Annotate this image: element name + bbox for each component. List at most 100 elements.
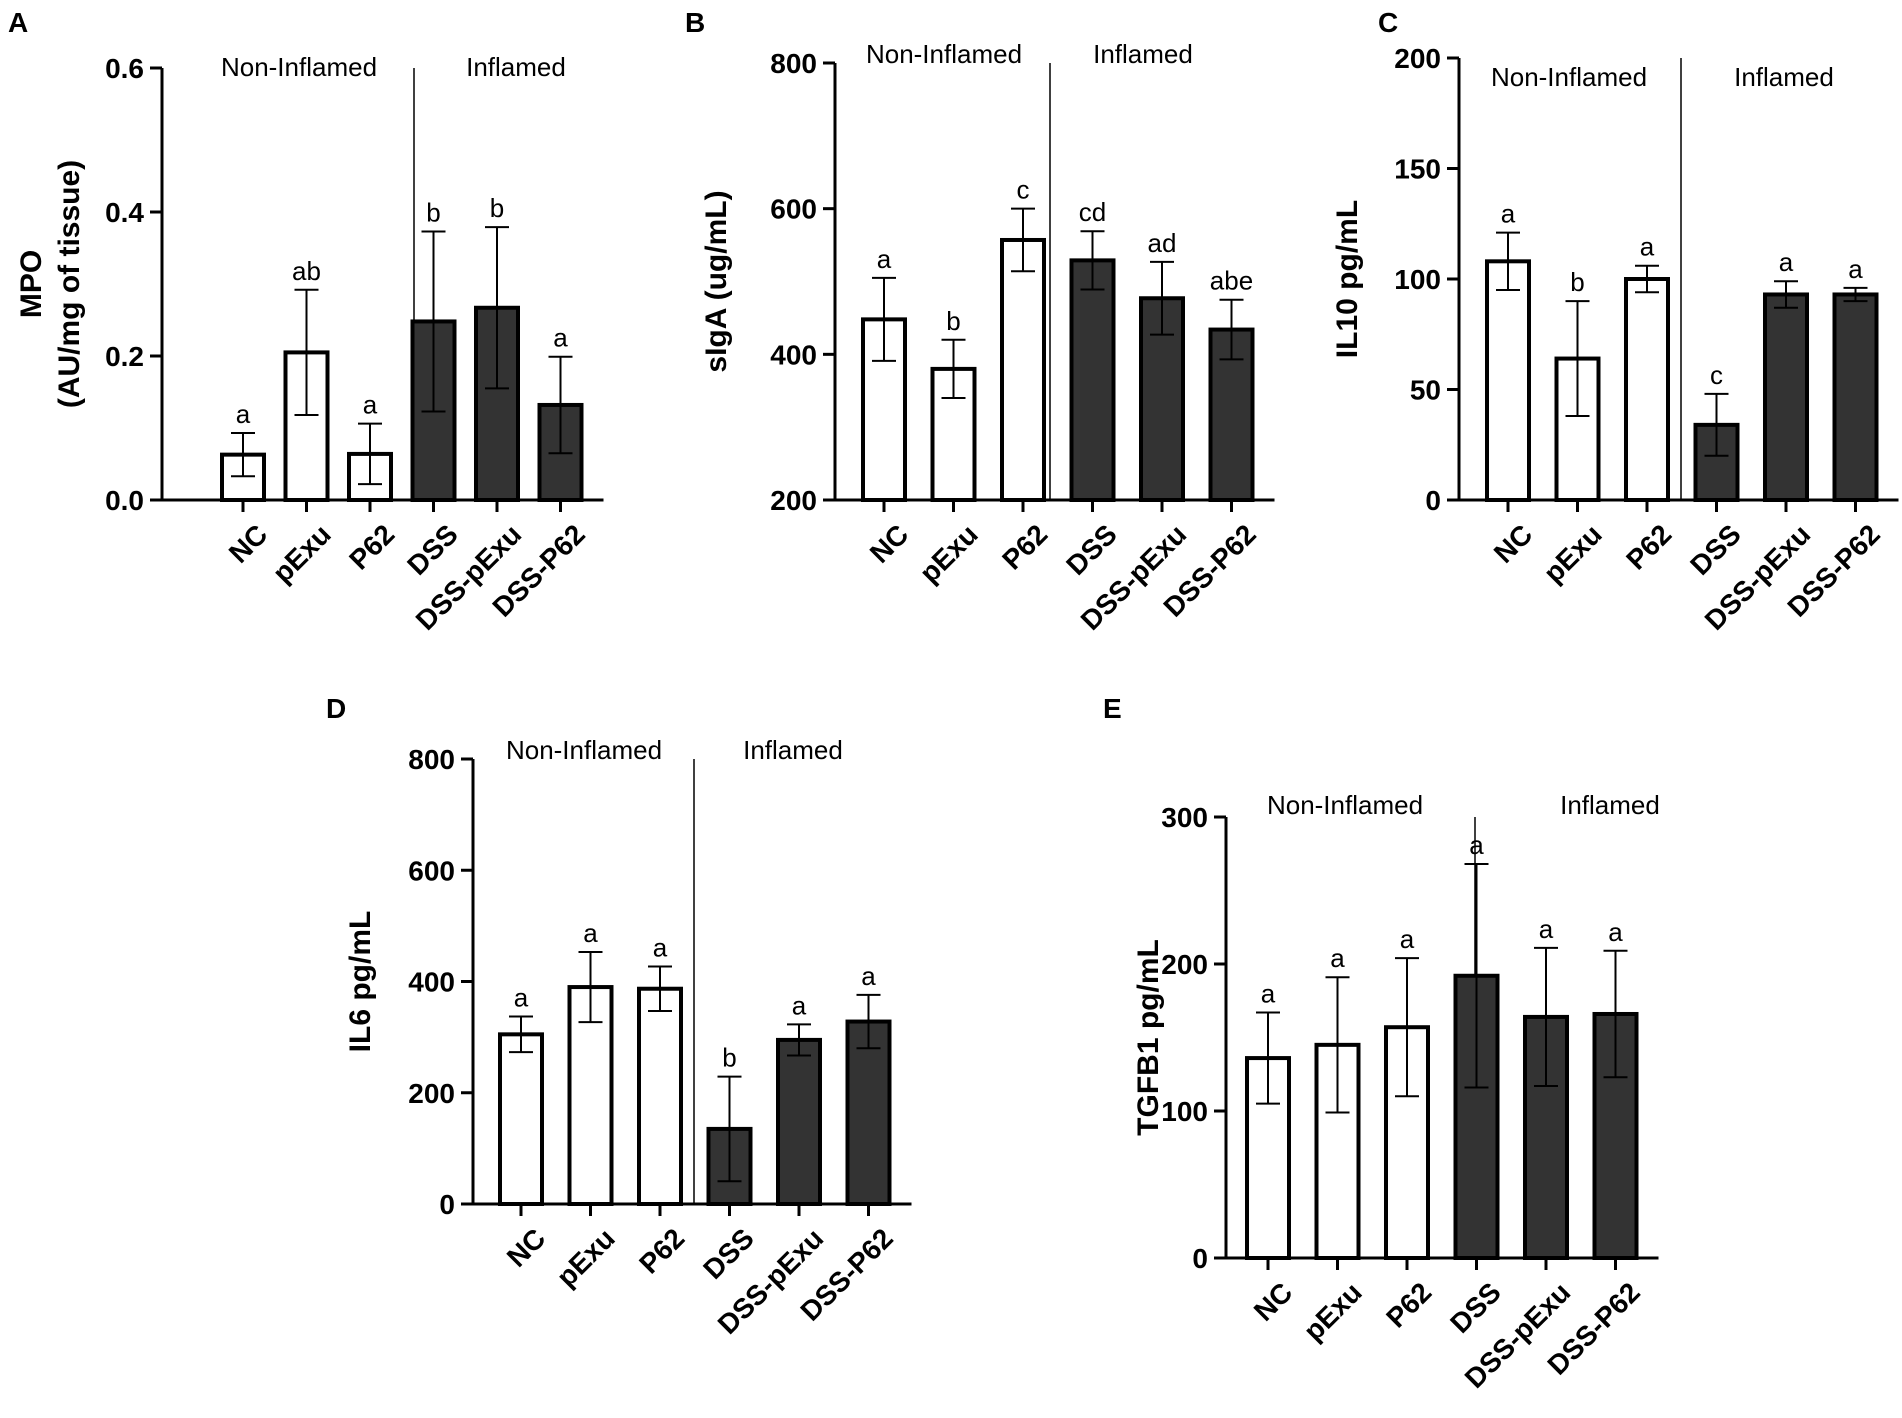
panel-d-y-tick-label: 800 xyxy=(408,744,455,775)
panel-a-sig-label: b xyxy=(490,193,504,223)
panel-d-bar-dss-pexu xyxy=(776,1037,822,1206)
panel-b-category-label: DSS xyxy=(1060,518,1123,581)
panel-c-category-label: NC xyxy=(1488,518,1539,569)
panel-a-category-label: pExu xyxy=(267,518,337,588)
panel-d-chart: D IL6 pg/mL 0 200 400 600 800 Non-Inflamed Infla… xyxy=(326,693,912,1340)
panel-a-sig-label: ab xyxy=(292,256,321,286)
panel-e-group-label-noninflamed: Non-Inflamed xyxy=(1267,790,1423,820)
panel-c-bar-nc xyxy=(1485,259,1531,502)
panel-a-group-label-inflamed: Inflamed xyxy=(466,52,566,82)
panel-a-sig-label: a xyxy=(553,323,568,353)
panel-e-y-tick-label: 100 xyxy=(1161,1096,1208,1127)
panel-c-sig-label: c xyxy=(1710,360,1723,390)
panel-c-y-tick-label: 200 xyxy=(1394,43,1441,74)
panel-c-sig-label: a xyxy=(1848,254,1863,284)
panel-d-y-tick-label: 400 xyxy=(408,967,455,998)
panel-c-letter: C xyxy=(1378,7,1398,38)
panel-c-bar-p62 xyxy=(1624,277,1670,502)
panel-a-y-tick-label: 0.6 xyxy=(105,53,144,84)
panel-c-bar-dss-pexu xyxy=(1763,292,1809,502)
panel-a-y-tick-label: 0.4 xyxy=(105,197,144,228)
panel-a-category-label: NC xyxy=(223,518,274,569)
panel-b-y-tick-label: 200 xyxy=(770,485,817,516)
panel-b-sig-label: cd xyxy=(1079,197,1106,227)
panel-c-y-tick-label: 100 xyxy=(1394,264,1441,295)
panel-c-y-axis-title: IL10 pg/mL xyxy=(1331,200,1364,358)
panel-e-sig-label: a xyxy=(1469,830,1484,860)
panel-e-category-label: P62 xyxy=(1380,1276,1437,1333)
panel-d-bar-nc xyxy=(498,1032,544,1206)
panel-a-category-label: P62 xyxy=(343,518,400,575)
panel-d-category-label: DSS xyxy=(697,1222,760,1285)
panel-d-sig-label: a xyxy=(792,990,807,1020)
panel-d-category-label: pExu xyxy=(551,1222,621,1292)
panel-d-sig-label: a xyxy=(514,983,529,1013)
panel-d-category-label: P62 xyxy=(633,1222,690,1279)
panel-a-y-tick-label: 0.0 xyxy=(105,485,144,516)
panel-c-sig-label: b xyxy=(1570,267,1584,297)
panel-d-category-label: NC xyxy=(501,1222,552,1273)
panel-a-y-axis-title: (AU/mg of tissue) xyxy=(53,160,86,408)
panel-d-bar-p62 xyxy=(637,986,683,1207)
panel-e-sig-label: a xyxy=(1539,914,1554,944)
panel-c-y-tick-label: 50 xyxy=(1410,375,1441,406)
panel-b-letter: B xyxy=(685,7,705,38)
panel-b-category-label: NC xyxy=(864,518,915,569)
panel-c-group-label-inflamed: Inflamed xyxy=(1734,62,1834,92)
panel-c-sig-label: a xyxy=(1501,199,1516,229)
panel-e-letter: E xyxy=(1103,693,1122,724)
panel-a-letter: A xyxy=(8,7,28,38)
panel-e-category-label: NC xyxy=(1248,1276,1299,1327)
panel-e-category-label: pExu xyxy=(1298,1276,1368,1346)
panel-e-sig-label: a xyxy=(1400,924,1415,954)
panel-a-chart: A MPO (AU/mg of tissue) 0.0 0.2 0.4 0.6 Non-Inf… xyxy=(8,7,604,636)
panel-e-sig-label: a xyxy=(1608,917,1623,947)
panel-c-bar-dss-p62 xyxy=(1832,292,1879,502)
panel-b-sig-label: b xyxy=(946,306,960,336)
panel-a-sig-label: b xyxy=(426,197,440,227)
panel-e-y-tick-label: 0 xyxy=(1192,1243,1208,1274)
panel-b-sig-label: ad xyxy=(1148,228,1177,258)
panel-d-y-tick-label: 0 xyxy=(439,1189,455,1220)
panel-d-y-tick-label: 600 xyxy=(408,855,455,886)
panel-e-chart: E TGFB1 pg/mL 0 100 200 300 Non-Inflamed Inflam… xyxy=(1103,693,1660,1394)
panel-c-group-label-noninflamed: Non-Inflamed xyxy=(1491,62,1647,92)
panel-d-y-axis-title: IL6 pg/mL xyxy=(344,911,377,1053)
panel-e-category-label: DSS xyxy=(1444,1276,1507,1339)
panel-e-y-axis-title: TGFB1 pg/mL xyxy=(1132,939,1165,1136)
panel-c-y-tick-label: 0 xyxy=(1425,485,1441,516)
panel-b-y-tick-label: 800 xyxy=(770,48,817,79)
panel-e-group-label-inflamed: Inflamed xyxy=(1560,790,1660,820)
panel-c-sig-label: a xyxy=(1779,247,1794,277)
panel-b-group-label-inflamed: Inflamed xyxy=(1093,39,1193,69)
panel-b-y-tick-label: 600 xyxy=(770,194,817,225)
panel-b-category-label: pExu xyxy=(914,518,984,588)
panel-d-group-label-inflamed: Inflamed xyxy=(743,735,843,765)
panel-d-bar-dss-p62 xyxy=(845,1019,892,1206)
panel-d-group-label-noninflamed: Non-Inflamed xyxy=(506,735,662,765)
panel-a-sig-label: a xyxy=(363,390,378,420)
panel-c-category-label: DSS xyxy=(1684,518,1747,581)
panel-a-group-label-noninflamed: Non-Inflamed xyxy=(221,52,377,82)
panel-c-y-tick-label: 150 xyxy=(1394,154,1441,185)
panel-b-bar-dss xyxy=(1069,258,1116,502)
panel-d-letter: D xyxy=(326,693,346,724)
panel-b-y-axis-title: sIgA (ug/mL) xyxy=(700,190,733,372)
panel-b-sig-label: abe xyxy=(1210,266,1253,296)
panel-d-sig-label: a xyxy=(583,918,598,948)
panel-d-sig-label: a xyxy=(861,961,876,991)
panel-b-bar-p62 xyxy=(1000,237,1046,503)
panel-d-sig-label: b xyxy=(722,1043,736,1073)
panel-b-sig-label: a xyxy=(877,244,892,274)
panel-c-chart: C IL10 pg/mL 0 50 100 150 200 Non-Inflamed Infla… xyxy=(1331,7,1899,636)
panel-b-sig-label: c xyxy=(1017,175,1030,205)
panel-a-y-tick-label: 0.2 xyxy=(105,341,144,372)
panel-a-y-axis-title: MPO xyxy=(15,250,48,318)
panel-e-sig-label: a xyxy=(1330,943,1345,973)
panel-a-sig-label: a xyxy=(236,399,251,429)
panel-e-sig-label: a xyxy=(1261,979,1276,1009)
panel-b-group-label-noninflamed: Non-Inflamed xyxy=(866,39,1022,69)
panel-d-sig-label: a xyxy=(653,932,668,962)
